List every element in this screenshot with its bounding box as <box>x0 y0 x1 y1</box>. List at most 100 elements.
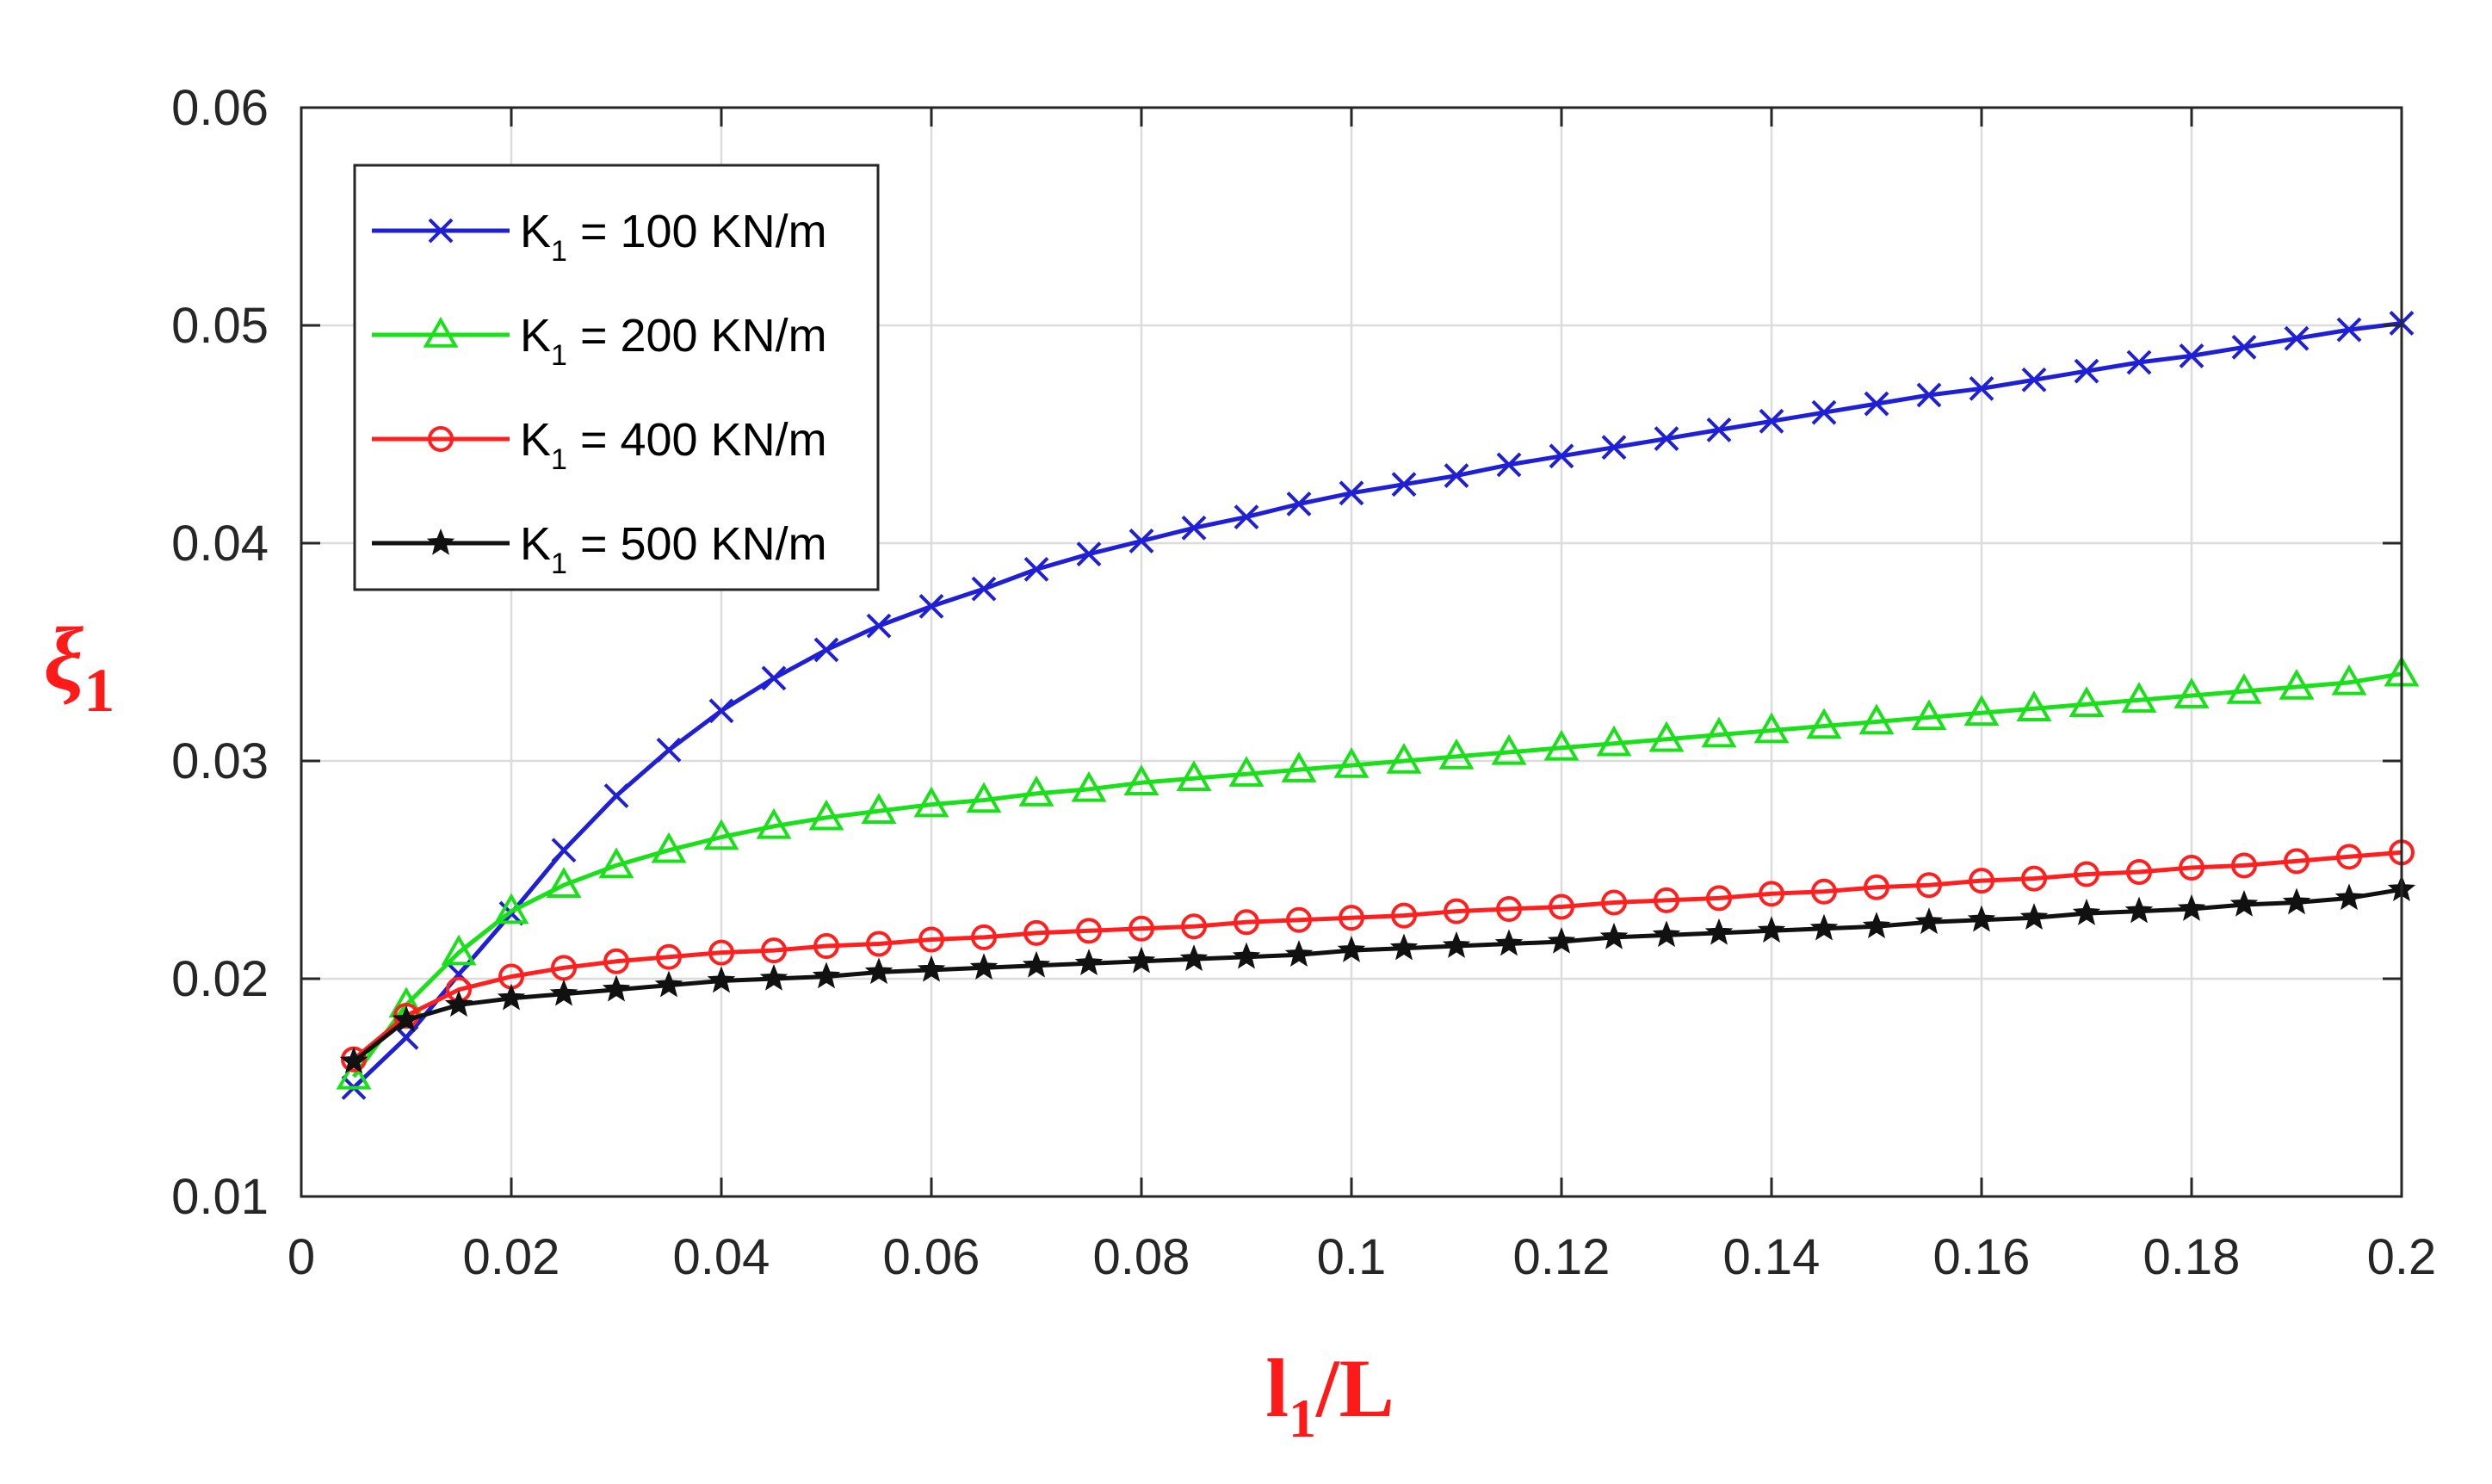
marker-stroke <box>1916 382 1942 408</box>
data-point <box>1386 742 1422 774</box>
data-point <box>1234 909 1259 936</box>
marker-stroke <box>1286 492 1312 516</box>
data-point <box>2072 899 2101 925</box>
data-point <box>656 737 682 763</box>
data-point <box>1547 926 1576 954</box>
data-point <box>1806 708 1842 739</box>
data-point <box>1599 922 1629 949</box>
data-point <box>1286 492 1312 516</box>
data-point <box>1969 375 1994 401</box>
data-point <box>1234 504 1259 530</box>
data-point <box>1654 887 1679 913</box>
series-2 <box>336 655 2420 1090</box>
data-point <box>1911 699 1947 731</box>
data-point <box>598 847 634 879</box>
legend-label-main: K <box>520 518 551 570</box>
data-point <box>654 970 683 998</box>
x-axis-label-sub: 1 <box>1289 1388 1316 1449</box>
marker-stroke <box>1496 452 1522 478</box>
data-point <box>2174 677 2210 708</box>
data-point <box>2121 682 2157 713</box>
data-point <box>1916 382 1942 408</box>
data-point <box>1654 426 1679 451</box>
data-point <box>1596 725 1632 757</box>
legend-marker <box>426 528 455 555</box>
data-point <box>1969 868 1994 894</box>
series-1 <box>341 311 2415 1100</box>
marker-stroke <box>708 698 734 724</box>
data-point <box>2021 865 2047 892</box>
data-point <box>2336 844 2362 870</box>
marker-stroke <box>1811 399 1837 425</box>
x-axis-label-suffix: /L <box>1315 1342 1394 1434</box>
data-point <box>2126 859 2152 886</box>
data-point <box>759 963 788 991</box>
marker-stroke <box>971 576 997 602</box>
data-point <box>2279 668 2315 700</box>
data-point <box>392 1005 421 1032</box>
data-point <box>918 593 944 619</box>
data-point <box>1704 918 1734 945</box>
data-point <box>1284 940 1314 967</box>
legend-label-rest: = 100 KN/m <box>567 206 827 257</box>
data-point <box>808 799 844 831</box>
data-point <box>1281 751 1317 782</box>
marker-stroke <box>761 665 787 691</box>
data-point <box>703 819 739 850</box>
marker-stroke <box>428 218 454 244</box>
data-point <box>1864 391 1889 417</box>
data-point <box>1071 770 1107 802</box>
x-tick-label: 0.04 <box>673 1229 770 1285</box>
data-point <box>866 613 892 639</box>
legend-entry: K1 = 400 KN/m <box>372 414 827 476</box>
data-point <box>1018 775 1054 807</box>
marker-stroke <box>813 637 839 663</box>
marker-stroke <box>1076 541 1102 567</box>
data-point <box>1496 452 1522 478</box>
marker-stroke <box>1234 504 1259 530</box>
data-point <box>1444 463 1469 488</box>
series-layer <box>336 311 2420 1100</box>
data-point <box>2284 848 2310 875</box>
data-point <box>1337 936 1366 962</box>
data-point <box>1129 915 1154 942</box>
data-point <box>1916 872 1942 899</box>
data-point <box>1286 906 1312 933</box>
legend-label-main: K <box>520 206 551 257</box>
data-point <box>813 933 839 960</box>
data-point <box>2231 852 2257 879</box>
marker-stroke <box>1444 463 1469 488</box>
data-point <box>1491 733 1527 765</box>
x-tick-label: 0.2 <box>2367 1229 2437 1285</box>
legend-label: K1 = 200 KN/m <box>520 310 827 372</box>
data-point <box>2179 343 2204 368</box>
legend-label-sub: 1 <box>551 235 567 268</box>
legend-entry: K1 = 500 KN/m <box>372 518 827 580</box>
data-point <box>1862 912 1891 939</box>
data-point <box>1759 408 1784 434</box>
marker-stroke <box>1601 435 1627 461</box>
data-point <box>812 962 841 989</box>
series-line <box>351 671 2402 1079</box>
data-point <box>2074 861 2099 887</box>
marker-stroke <box>2336 317 2362 343</box>
data-point <box>1601 435 1627 461</box>
data-point <box>2229 889 2259 917</box>
data-point <box>1074 949 1104 976</box>
data-point <box>1701 716 1737 748</box>
data-point <box>1549 893 1574 920</box>
x-tick-label: 0.14 <box>1723 1229 1821 1285</box>
data-point <box>2068 686 2105 717</box>
legend-label-rest: = 400 KN/m <box>567 414 827 466</box>
data-point <box>1549 443 1574 469</box>
data-point <box>966 782 1002 813</box>
data-point <box>1076 541 1102 567</box>
y-axis-label-main: ξ <box>44 609 84 708</box>
data-point <box>708 939 734 966</box>
data-point <box>549 979 578 1006</box>
data-point <box>1648 720 1685 752</box>
marker-stroke <box>2231 334 2257 360</box>
legend-label: K1 = 400 KN/m <box>520 414 827 476</box>
data-point <box>1181 515 1207 541</box>
data-point <box>602 974 631 1002</box>
